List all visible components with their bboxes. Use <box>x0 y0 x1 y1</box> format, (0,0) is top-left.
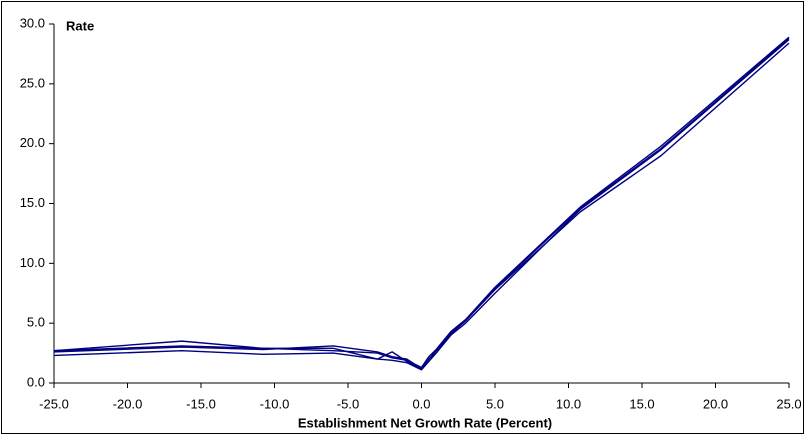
x-tick-label: 20.0 <box>703 396 728 411</box>
series-line <box>53 42 790 371</box>
y-axis-label: Rate <box>66 18 94 33</box>
y-tick-label: 30.0 <box>20 15 45 30</box>
series-line <box>53 36 790 369</box>
x-axis-label: Establishment Net Growth Rate (Percent) <box>298 415 552 430</box>
x-tick-label: 10.0 <box>556 396 581 411</box>
x-tick-label: 5.0 <box>486 396 504 411</box>
y-tick-label: 20.0 <box>20 135 45 150</box>
x-tick-label: 15.0 <box>629 396 654 411</box>
x-tick-label: -15.0 <box>186 396 216 411</box>
y-tick-label: 5.0 <box>27 315 45 330</box>
x-tick-label: -5.0 <box>337 396 359 411</box>
series-line <box>53 39 790 370</box>
y-tick-label: 15.0 <box>20 195 45 210</box>
x-tick-label: -20.0 <box>113 396 143 411</box>
x-tick-label: -25.0 <box>39 396 69 411</box>
y-tick-label: 0.0 <box>27 374 45 389</box>
x-tick-label: 0.0 <box>412 396 430 411</box>
y-tick-label: 25.0 <box>20 75 45 90</box>
x-tick-label: 25.0 <box>776 396 801 411</box>
series-line <box>53 37 790 370</box>
y-tick-label: 10.0 <box>20 255 45 270</box>
x-tick-label: -10.0 <box>260 396 290 411</box>
